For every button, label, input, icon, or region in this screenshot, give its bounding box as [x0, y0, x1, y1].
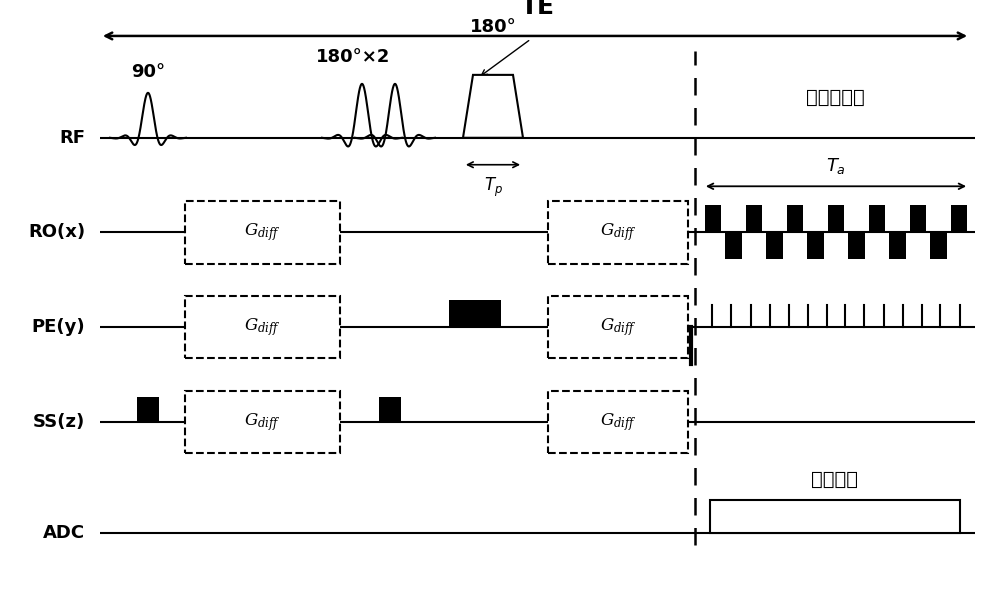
Bar: [379, 397, 401, 422]
Bar: [137, 397, 159, 422]
Bar: [548, 391, 688, 453]
Bar: [869, 205, 885, 232]
Text: ADC: ADC: [43, 524, 85, 542]
Bar: [889, 232, 906, 259]
Text: RO(x): RO(x): [28, 223, 85, 241]
Polygon shape: [463, 75, 523, 138]
Bar: [710, 500, 960, 533]
Bar: [449, 300, 501, 327]
Text: 90°: 90°: [131, 63, 165, 81]
Bar: [951, 205, 967, 232]
Bar: [705, 205, 721, 232]
Text: PE(y): PE(y): [31, 318, 85, 336]
Text: $G_{diff}$: $G_{diff}$: [244, 316, 281, 338]
Text: 180°: 180°: [470, 18, 516, 36]
Text: $G_{diff}$: $G_{diff}$: [244, 411, 281, 432]
Bar: [185, 391, 340, 453]
Bar: [746, 205, 762, 232]
Bar: [787, 205, 803, 232]
Text: 180°×2: 180°×2: [316, 48, 391, 66]
Bar: [930, 232, 947, 259]
Bar: [828, 205, 844, 232]
Text: $G_{diff}$: $G_{diff}$: [600, 222, 636, 243]
Text: TE: TE: [520, 0, 554, 19]
Text: SS(z): SS(z): [33, 413, 85, 431]
Text: $G_{diff}$: $G_{diff}$: [600, 411, 636, 432]
Bar: [548, 296, 688, 358]
Bar: [725, 232, 742, 259]
Text: $G_{diff}$: $G_{diff}$: [600, 316, 636, 338]
Bar: [548, 201, 688, 264]
Text: 梯度回波链: 梯度回波链: [806, 87, 864, 107]
Bar: [848, 232, 865, 259]
Text: RF: RF: [59, 129, 85, 147]
Bar: [185, 201, 340, 264]
Text: $G_{diff}$: $G_{diff}$: [244, 222, 281, 243]
Bar: [910, 205, 926, 232]
Text: 数据采集: 数据采集: [812, 470, 858, 489]
Bar: [807, 232, 824, 259]
Text: $T_a$: $T_a$: [826, 156, 846, 176]
Text: $T_p$: $T_p$: [484, 176, 502, 199]
Bar: [185, 296, 340, 358]
Bar: [766, 232, 783, 259]
